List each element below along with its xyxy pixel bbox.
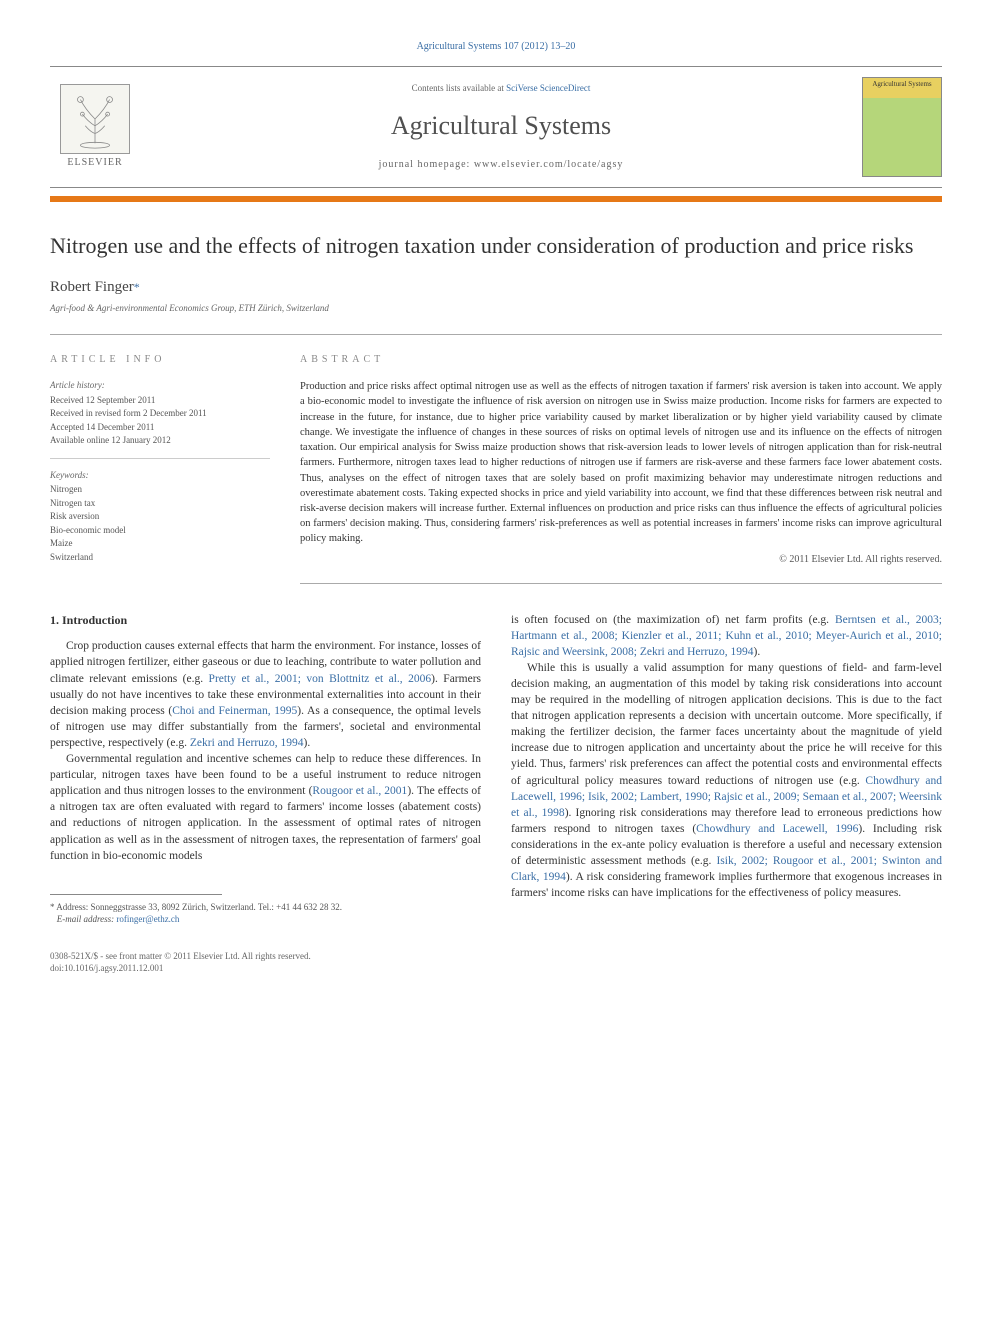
article-info-heading: ARTICLE INFO — [50, 353, 270, 367]
keyword-item: Nitrogen tax — [50, 497, 270, 511]
elsevier-tree-icon — [60, 84, 130, 154]
contents-available-line: Contents lists available at SciVerse Sci… — [140, 82, 862, 95]
history-accepted: Accepted 14 December 2011 — [50, 421, 270, 435]
author-name[interactable]: Robert Finger — [50, 279, 134, 295]
keyword-item: Switzerland — [50, 551, 270, 565]
article-info-column: ARTICLE INFO Article history: Received 1… — [50, 353, 270, 583]
page-footer: 0308-521X/$ - see front matter © 2011 El… — [50, 950, 481, 975]
para-text: While this is usually a valid assumption… — [511, 662, 942, 787]
homepage-url[interactable]: www.elsevier.com/locate/agsy — [474, 159, 624, 170]
contents-prefix: Contents lists available at — [412, 83, 506, 93]
history-revised: Received in revised form 2 December 2011 — [50, 407, 270, 421]
body-paragraph: is often focused on (the maximization of… — [511, 612, 942, 660]
abstract-column: ABSTRACT Production and price risks affe… — [300, 353, 942, 583]
abstract-heading: ABSTRACT — [300, 353, 942, 367]
homepage-prefix: journal homepage: — [379, 159, 474, 170]
footnote-divider — [50, 894, 222, 895]
para-text: ). — [754, 646, 761, 658]
journal-name: Agricultural Systems — [140, 108, 862, 144]
history-received: Received 12 September 2011 — [50, 394, 270, 408]
cover-title: Agricultural Systems — [863, 78, 941, 98]
para-text: ). — [304, 737, 311, 749]
para-text: is often focused on (the maximization of… — [511, 614, 835, 626]
journal-banner: ELSEVIER Contents lists available at Sci… — [50, 66, 942, 188]
abstract-text: Production and price risks affect optima… — [300, 379, 942, 546]
section-1-heading: 1. Introduction — [50, 612, 481, 629]
body-paragraph: Governmental regulation and incentive sc… — [50, 751, 481, 864]
footnote-address: Address: Sonneggstrasse 33, 8092 Zürich,… — [56, 902, 342, 912]
info-abstract-section: ARTICLE INFO Article history: Received 1… — [50, 334, 942, 583]
para-text: ). A risk considering framework implies … — [511, 871, 942, 899]
email-label: E-mail address: — [57, 914, 114, 924]
body-column-right: is often focused on (the maximization of… — [511, 612, 942, 975]
citation-link[interactable]: Chowdhury and Lacewell, 1996 — [696, 823, 858, 835]
publisher-logo: ELSEVIER — [50, 77, 140, 177]
abstract-copyright: © 2011 Elsevier Ltd. All rights reserved… — [300, 553, 942, 567]
article-title: Nitrogen use and the effects of nitrogen… — [50, 232, 942, 261]
sciencedirect-link[interactable]: SciVerse ScienceDirect — [506, 83, 590, 93]
body-paragraph: Crop production causes external effects … — [50, 638, 481, 751]
footer-front-matter: 0308-521X/$ - see front matter © 2011 El… — [50, 950, 481, 963]
citation-link[interactable]: Choi and Feinerman, 1995 — [172, 705, 297, 717]
article-history-block: Article history: Received 12 September 2… — [50, 379, 270, 459]
body-two-column: 1. Introduction Crop production causes e… — [50, 612, 942, 975]
banner-center: Contents lists available at SciVerse Sci… — [140, 82, 862, 173]
citation-header: Agricultural Systems 107 (2012) 13–20 — [50, 40, 942, 54]
orange-divider — [50, 196, 942, 202]
keyword-item: Risk aversion — [50, 510, 270, 524]
history-label: Article history: — [50, 379, 270, 392]
citation-link[interactable]: Rougoor et al., 2001 — [312, 785, 407, 797]
citation-link[interactable]: Zekri and Herruzo, 1994 — [190, 737, 304, 749]
author-email-link[interactable]: rofinger@ethz.ch — [116, 914, 179, 924]
journal-homepage-line: journal homepage: www.elsevier.com/locat… — [140, 158, 862, 172]
body-column-left: 1. Introduction Crop production causes e… — [50, 612, 481, 975]
corresponding-author-marker[interactable]: * — [134, 280, 140, 294]
keyword-item: Maize — [50, 537, 270, 551]
body-paragraph: While this is usually a valid assumption… — [511, 660, 942, 901]
publisher-name: ELSEVIER — [67, 156, 122, 170]
keywords-label: Keywords: — [50, 469, 270, 482]
keyword-item: Nitrogen — [50, 483, 270, 497]
keyword-item: Bio-economic model — [50, 524, 270, 538]
author-affiliation: Agri-food & Agri-environmental Economics… — [50, 302, 942, 315]
footnote-marker: * — [50, 902, 55, 912]
citation-link[interactable]: Pretty et al., 2001; von Blottnitz et al… — [209, 673, 432, 685]
keywords-block: Keywords: Nitrogen Nitrogen tax Risk ave… — [50, 469, 270, 565]
journal-cover-thumbnail: Agricultural Systems — [862, 77, 942, 177]
author-line: Robert Finger* — [50, 277, 942, 298]
footer-doi: doi:10.1016/j.agsy.2011.12.001 — [50, 962, 481, 975]
history-online: Available online 12 January 2012 — [50, 434, 270, 448]
corresponding-author-footnote: * Address: Sonneggstrasse 33, 8092 Züric… — [50, 901, 481, 926]
